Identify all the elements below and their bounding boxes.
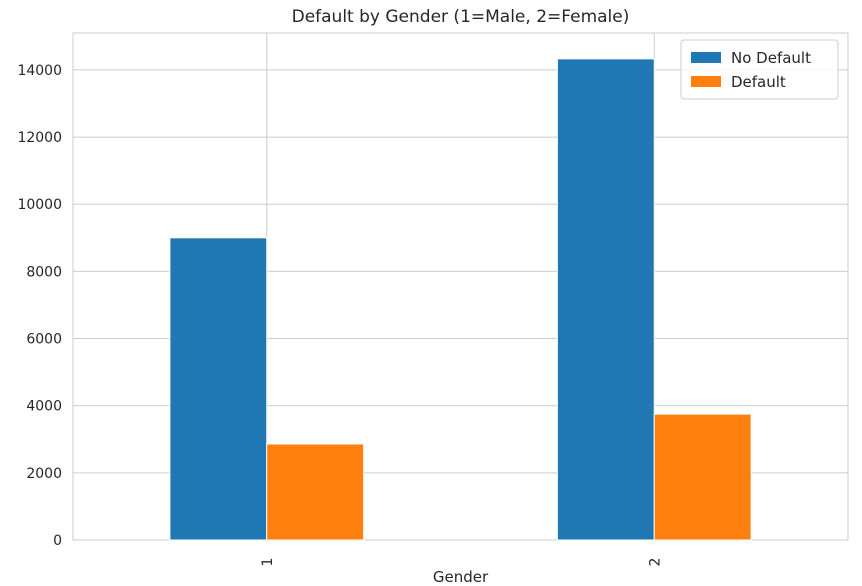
y-tick-label: 4000 <box>26 399 62 415</box>
legend-label-default: Default <box>731 73 786 91</box>
y-tick-label: 12000 <box>17 130 62 146</box>
legend: No Default Default <box>680 39 839 100</box>
y-tick-label: 10000 <box>17 197 62 213</box>
bar-default-2 <box>653 413 752 541</box>
plot-area <box>72 32 849 541</box>
bar-no-default-1 <box>169 237 268 541</box>
bar-default-1 <box>266 443 365 541</box>
chart-title: Default by Gender (1=Male, 2=Female) <box>292 7 630 27</box>
x-tick-label: 1 <box>260 558 276 567</box>
x-axis-label: Gender <box>433 568 489 586</box>
bars <box>169 58 752 541</box>
y-tick-labels: 0 2000 4000 6000 8000 10000 12000 14000 <box>17 63 62 549</box>
legend-swatch-no-default <box>691 52 721 63</box>
legend-label-no-default: No Default <box>731 49 811 67</box>
legend-swatch-default <box>691 76 721 87</box>
y-tick-label: 8000 <box>26 264 62 280</box>
y-tick-label: 0 <box>53 533 62 549</box>
y-tick-label: 2000 <box>26 466 62 482</box>
y-tick-label: 6000 <box>26 332 62 348</box>
bar-no-default-2 <box>556 58 655 541</box>
x-tick-label: 2 <box>647 558 663 567</box>
y-tick-label: 14000 <box>17 63 62 79</box>
